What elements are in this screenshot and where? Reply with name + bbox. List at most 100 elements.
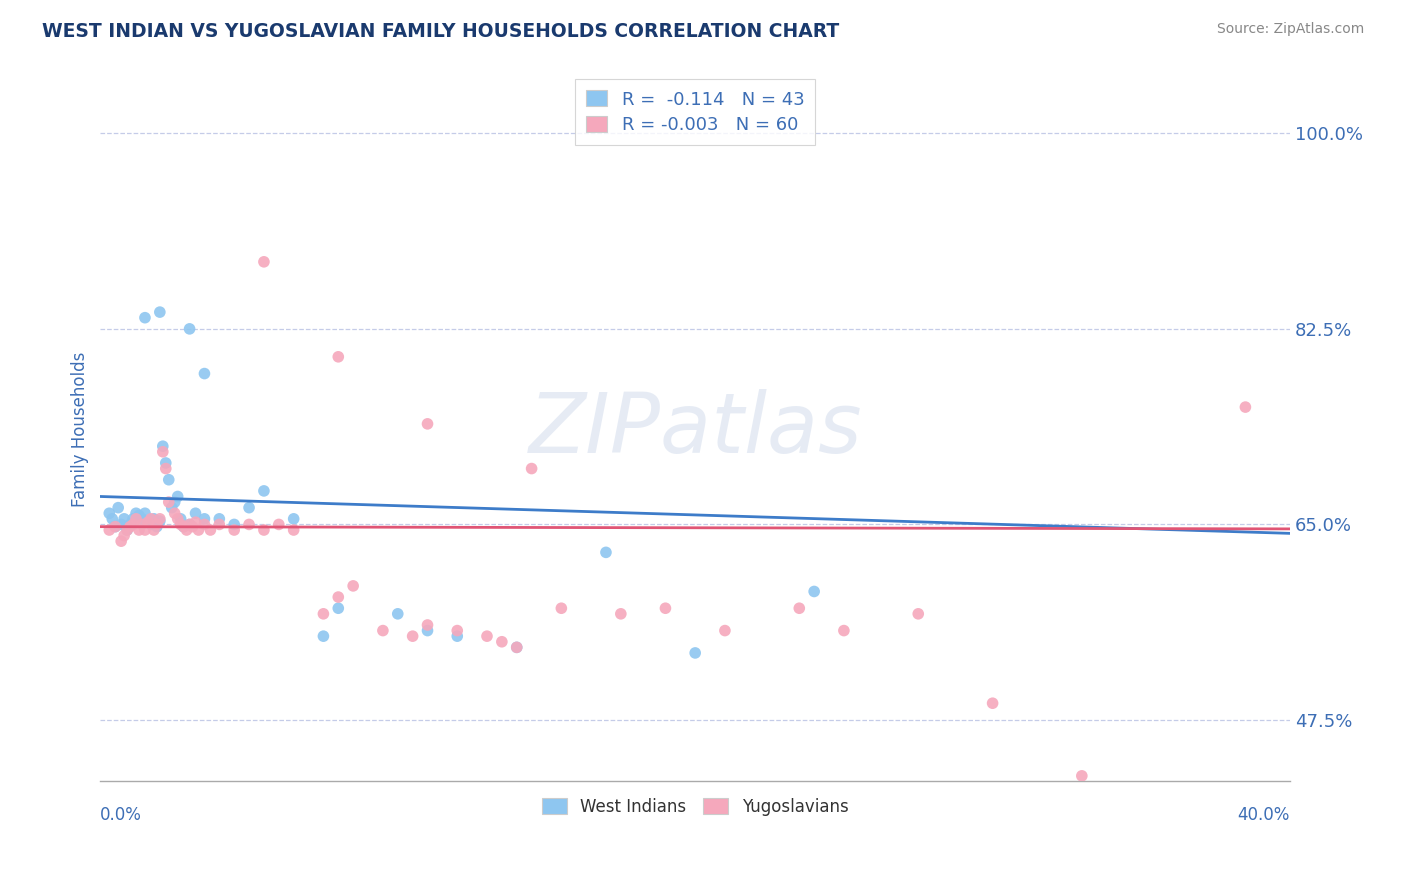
Point: [146, 517, 169, 532]
Point: [163, 495, 186, 509]
Point: [98, 523, 121, 537]
Point: [238, 517, 260, 532]
Point: [139, 517, 162, 532]
Point: [179, 517, 201, 532]
Point: [832, 624, 855, 638]
Point: [155, 456, 177, 470]
Point: [283, 512, 305, 526]
Point: [253, 523, 276, 537]
Point: [610, 607, 633, 621]
Point: [208, 517, 231, 532]
Point: [122, 512, 145, 526]
Point: [1234, 400, 1257, 414]
Point: [169, 512, 191, 526]
Point: [157, 495, 180, 509]
Point: [169, 517, 191, 532]
Point: [253, 255, 276, 269]
Point: [193, 517, 215, 532]
Point: [131, 517, 153, 532]
Point: [136, 515, 159, 529]
Point: [146, 519, 169, 533]
Point: [312, 607, 335, 621]
Point: [110, 534, 132, 549]
Text: 40.0%: 40.0%: [1237, 806, 1291, 824]
Point: [136, 515, 159, 529]
Point: [506, 640, 529, 655]
Point: [184, 506, 207, 520]
Point: [142, 523, 165, 537]
Point: [595, 545, 617, 559]
Point: [176, 523, 198, 537]
Point: [112, 528, 135, 542]
Point: [173, 519, 195, 533]
Point: [104, 519, 127, 533]
Point: [110, 517, 132, 532]
Point: [491, 634, 513, 648]
Text: 0.0%: 0.0%: [100, 806, 142, 824]
Point: [446, 629, 468, 643]
Point: [238, 500, 260, 515]
Point: [142, 512, 165, 526]
Point: [166, 512, 188, 526]
Point: [328, 601, 350, 615]
Point: [208, 512, 231, 526]
Point: [184, 515, 207, 529]
Point: [181, 519, 204, 533]
Point: [134, 523, 156, 537]
Point: [128, 523, 150, 537]
Point: [401, 629, 423, 643]
Point: [907, 607, 929, 621]
Point: [115, 523, 138, 537]
Point: [446, 624, 468, 638]
Point: [328, 350, 350, 364]
Point: [179, 322, 201, 336]
Point: [520, 461, 543, 475]
Point: [125, 512, 148, 526]
Point: [787, 601, 810, 615]
Point: [224, 517, 246, 532]
Point: [120, 519, 142, 533]
Point: [416, 624, 439, 638]
Point: [200, 523, 222, 537]
Point: [416, 417, 439, 431]
Point: [104, 519, 127, 533]
Point: [371, 624, 394, 638]
Point: [416, 618, 439, 632]
Point: [149, 305, 172, 319]
Point: [149, 514, 172, 528]
Point: [187, 523, 209, 537]
Point: [253, 483, 276, 498]
Point: [160, 500, 183, 515]
Text: WEST INDIAN VS YUGOSLAVIAN FAMILY HOUSEHOLDS CORRELATION CHART: WEST INDIAN VS YUGOSLAVIAN FAMILY HOUSEH…: [42, 22, 839, 41]
Point: [128, 508, 150, 523]
Y-axis label: Family Households: Family Households: [72, 351, 89, 508]
Point: [98, 506, 121, 520]
Point: [550, 601, 572, 615]
Point: [101, 512, 124, 526]
Point: [224, 523, 246, 537]
Point: [342, 579, 364, 593]
Point: [1070, 769, 1092, 783]
Point: [166, 490, 188, 504]
Point: [139, 512, 162, 526]
Point: [173, 519, 195, 533]
Point: [193, 512, 215, 526]
Point: [152, 444, 174, 458]
Point: [328, 590, 350, 604]
Point: [193, 367, 215, 381]
Point: [163, 506, 186, 520]
Point: [134, 506, 156, 520]
Point: [115, 523, 138, 537]
Point: [125, 506, 148, 520]
Point: [654, 601, 676, 615]
Point: [157, 473, 180, 487]
Point: [981, 696, 1004, 710]
Point: [475, 629, 498, 643]
Point: [107, 500, 129, 515]
Point: [134, 310, 156, 325]
Point: [267, 517, 290, 532]
Point: [149, 512, 172, 526]
Text: Source: ZipAtlas.com: Source: ZipAtlas.com: [1216, 22, 1364, 37]
Point: [122, 517, 145, 532]
Point: [283, 523, 305, 537]
